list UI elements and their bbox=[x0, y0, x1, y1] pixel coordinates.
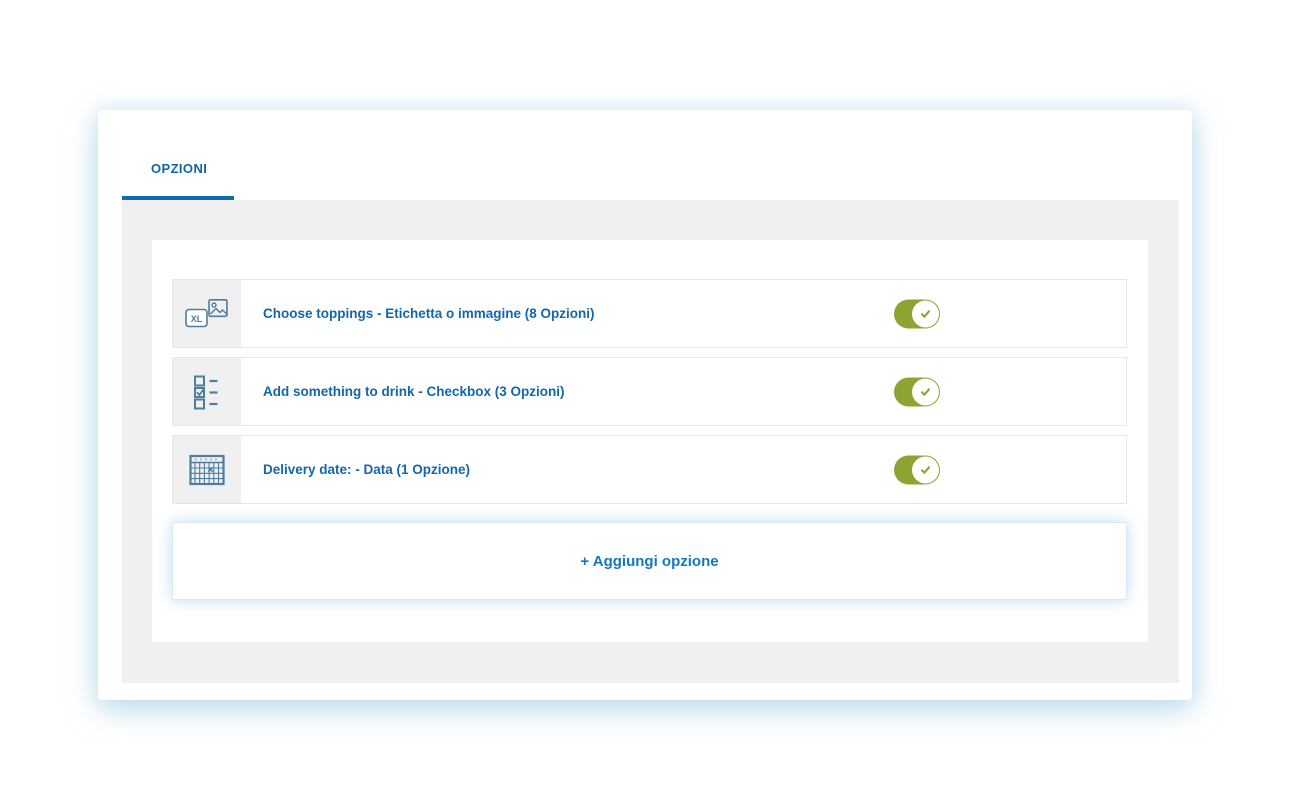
add-option-label: + Aggiungi opzione bbox=[580, 552, 719, 570]
option-enabled-toggle[interactable] bbox=[894, 377, 940, 406]
calendar-icon bbox=[189, 454, 225, 485]
toggle-knob bbox=[912, 378, 939, 405]
options-list-card: XL Choose toppings - Etichetta o immagin… bbox=[152, 240, 1148, 642]
toggle-knob bbox=[912, 456, 939, 483]
option-enabled-toggle[interactable] bbox=[894, 299, 940, 328]
check-icon bbox=[920, 465, 931, 474]
add-option-button[interactable]: + Aggiungi opzione bbox=[172, 522, 1127, 600]
checkbox-list-icon bbox=[194, 375, 218, 409]
option-type-icon-cell bbox=[173, 436, 241, 503]
option-row-delivery-date[interactable]: Delivery date: - Data (1 Opzione) bbox=[172, 435, 1127, 504]
option-label: Choose toppings - Etichetta o immagine (… bbox=[263, 306, 595, 321]
option-label: Add something to drink - Checkbox (3 Opz… bbox=[263, 384, 565, 399]
tab-active-indicator bbox=[122, 196, 234, 200]
options-list: XL Choose toppings - Etichetta o immagin… bbox=[172, 279, 1127, 513]
option-type-icon-cell: XL bbox=[173, 280, 241, 347]
product-options-card: OPZIONI XL bbox=[98, 110, 1192, 700]
options-panel: XL Choose toppings - Etichetta o immagin… bbox=[122, 200, 1179, 683]
option-label: Delivery date: - Data (1 Opzione) bbox=[263, 462, 471, 477]
svg-text:XL: XL bbox=[191, 314, 203, 324]
option-enabled-toggle[interactable] bbox=[894, 455, 940, 484]
check-icon bbox=[920, 309, 931, 318]
check-icon bbox=[920, 387, 931, 396]
option-type-icon-cell bbox=[173, 358, 241, 425]
label-or-image-icon: XL bbox=[185, 298, 228, 327]
option-row-choose-toppings[interactable]: XL Choose toppings - Etichetta o immagin… bbox=[172, 279, 1127, 348]
toggle-knob bbox=[912, 300, 939, 327]
tab-opzioni[interactable]: OPZIONI bbox=[151, 161, 208, 176]
option-row-add-drink[interactable]: Add something to drink - Checkbox (3 Opz… bbox=[172, 357, 1127, 426]
